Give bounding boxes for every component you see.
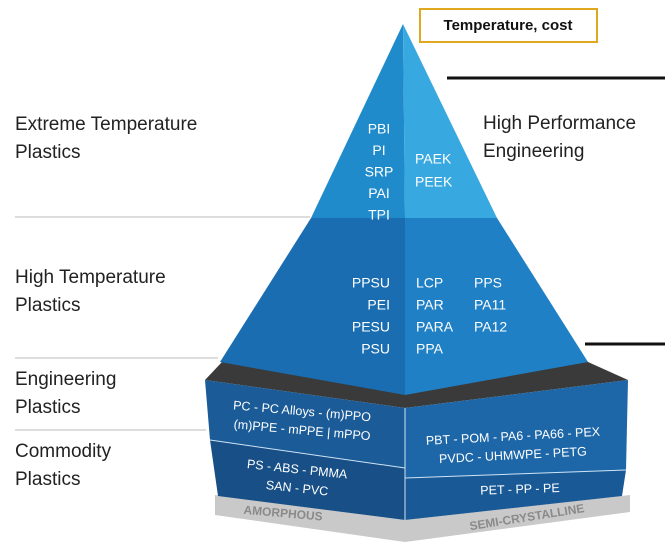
material: PA11 (474, 297, 506, 313)
tier-label: High Temperature (15, 267, 166, 288)
material: PET - PP - PE (480, 481, 560, 498)
material: PBI (368, 121, 391, 137)
bottom-label: AMORPHOUS (243, 503, 323, 524)
badge: Temperature, cost (444, 17, 573, 34)
tier-label: Plastics (15, 469, 80, 490)
material: LCP (416, 275, 443, 291)
material: PPS (474, 275, 502, 291)
material: SRP (365, 164, 394, 180)
extreme-right (403, 24, 497, 218)
badge-box (419, 8, 598, 43)
high-right (405, 218, 588, 395)
divider (404, 469, 627, 479)
divider (209, 439, 406, 469)
tier-label: Extreme Temperature (15, 114, 197, 135)
material: PAR (416, 297, 444, 313)
tier-label: Engineering (15, 369, 116, 390)
tier-label: Commodity (15, 441, 112, 462)
tier-label: Plastics (15, 295, 80, 316)
material: PEI (367, 297, 390, 313)
tier-label: Engineering (483, 141, 584, 162)
commodity-right (405, 470, 626, 520)
material: SAN - PVC (265, 478, 329, 498)
ground (215, 495, 630, 542)
material: PEEK (415, 174, 453, 190)
commodity-left (210, 440, 405, 520)
tier-label: High Performance (483, 113, 636, 134)
material: PPA (416, 341, 444, 357)
material: TPI (368, 207, 390, 223)
engineering-right (405, 380, 628, 478)
material: PSU (361, 341, 390, 357)
extreme-left (311, 24, 405, 218)
material: PARA (416, 319, 454, 335)
material: PAEK (415, 151, 452, 167)
material: PESU (352, 319, 390, 335)
material: PPSU (352, 275, 390, 291)
material: PA12 (474, 319, 507, 335)
tier-label: Plastics (15, 142, 80, 163)
material: PAI (368, 185, 390, 201)
tier-label: Plastics (15, 397, 80, 418)
high-left (220, 218, 405, 395)
material: PI (372, 142, 385, 158)
